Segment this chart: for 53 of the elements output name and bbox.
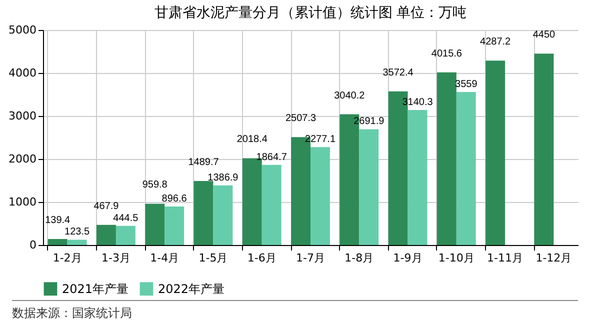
legend-label: 2021年产量 — [62, 282, 129, 296]
x-tick-label: 1-9月 — [393, 252, 422, 264]
y-tick-label: 0 — [30, 238, 36, 252]
x-tick-label: 1-3月 — [101, 252, 130, 264]
y-tick-label: 1000 — [8, 196, 36, 208]
data-label: 2507.3 — [285, 113, 316, 124]
data-label: 139.4 — [45, 215, 71, 226]
data-label: 1864.7 — [256, 152, 288, 163]
x-tick-label: 1-10月 — [438, 252, 474, 264]
data-label: 2018.4 — [236, 134, 268, 146]
y-tick-label: 3000 — [8, 110, 36, 122]
legend-label: 2022年产量 — [158, 282, 225, 296]
chart-title: 甘肃省水泥产量分月（累计值）统计图 单位：万吨 — [154, 5, 467, 21]
data-label: 3572.4 — [382, 67, 414, 78]
data-label: 4015.6 — [431, 48, 462, 60]
bar — [436, 72, 456, 245]
bar — [116, 226, 136, 245]
bar — [67, 240, 87, 245]
bar — [48, 239, 68, 245]
x-tick-label: 1-4月 — [150, 252, 180, 264]
bar — [213, 185, 233, 245]
x-tick-label: 1-2月 — [52, 252, 82, 264]
bar — [194, 180, 214, 245]
x-tick-label: 1-12月 — [536, 252, 572, 264]
x-tick-label: 1-7月 — [296, 252, 325, 264]
x-tick-label: 1-8月 — [344, 252, 374, 264]
data-label: 1489.7 — [188, 156, 220, 168]
data-label: 3040.2 — [334, 90, 366, 102]
source-note: 数据来源：国家统计局 — [12, 305, 133, 322]
y-tick-label: 4000 — [8, 66, 36, 80]
data-label: 4450 — [532, 30, 556, 41]
y-tick-label: 5000 — [8, 24, 36, 36]
y-tick-label: 2000 — [8, 152, 36, 166]
data-label: 1386.9 — [208, 172, 239, 184]
data-label: 467.9 — [94, 200, 120, 212]
bar — [145, 204, 165, 245]
x-tick-label: 1-11月 — [487, 252, 524, 264]
data-label: 896.6 — [162, 193, 188, 204]
bar — [164, 206, 184, 245]
data-label: 444.5 — [113, 212, 139, 224]
bar — [456, 92, 476, 245]
x-tick-label: 1-5月 — [198, 252, 228, 264]
bar — [534, 54, 554, 245]
bar — [96, 224, 116, 245]
bar — [408, 110, 428, 245]
x-tick-label: 1-6月 — [247, 252, 276, 264]
data-label: 123.5 — [64, 226, 90, 238]
bar — [310, 147, 330, 245]
data-label: 959.8 — [142, 180, 168, 191]
bar — [486, 60, 506, 245]
bar — [262, 164, 282, 245]
data-label: 4287.2 — [480, 36, 512, 48]
bar — [359, 129, 379, 245]
